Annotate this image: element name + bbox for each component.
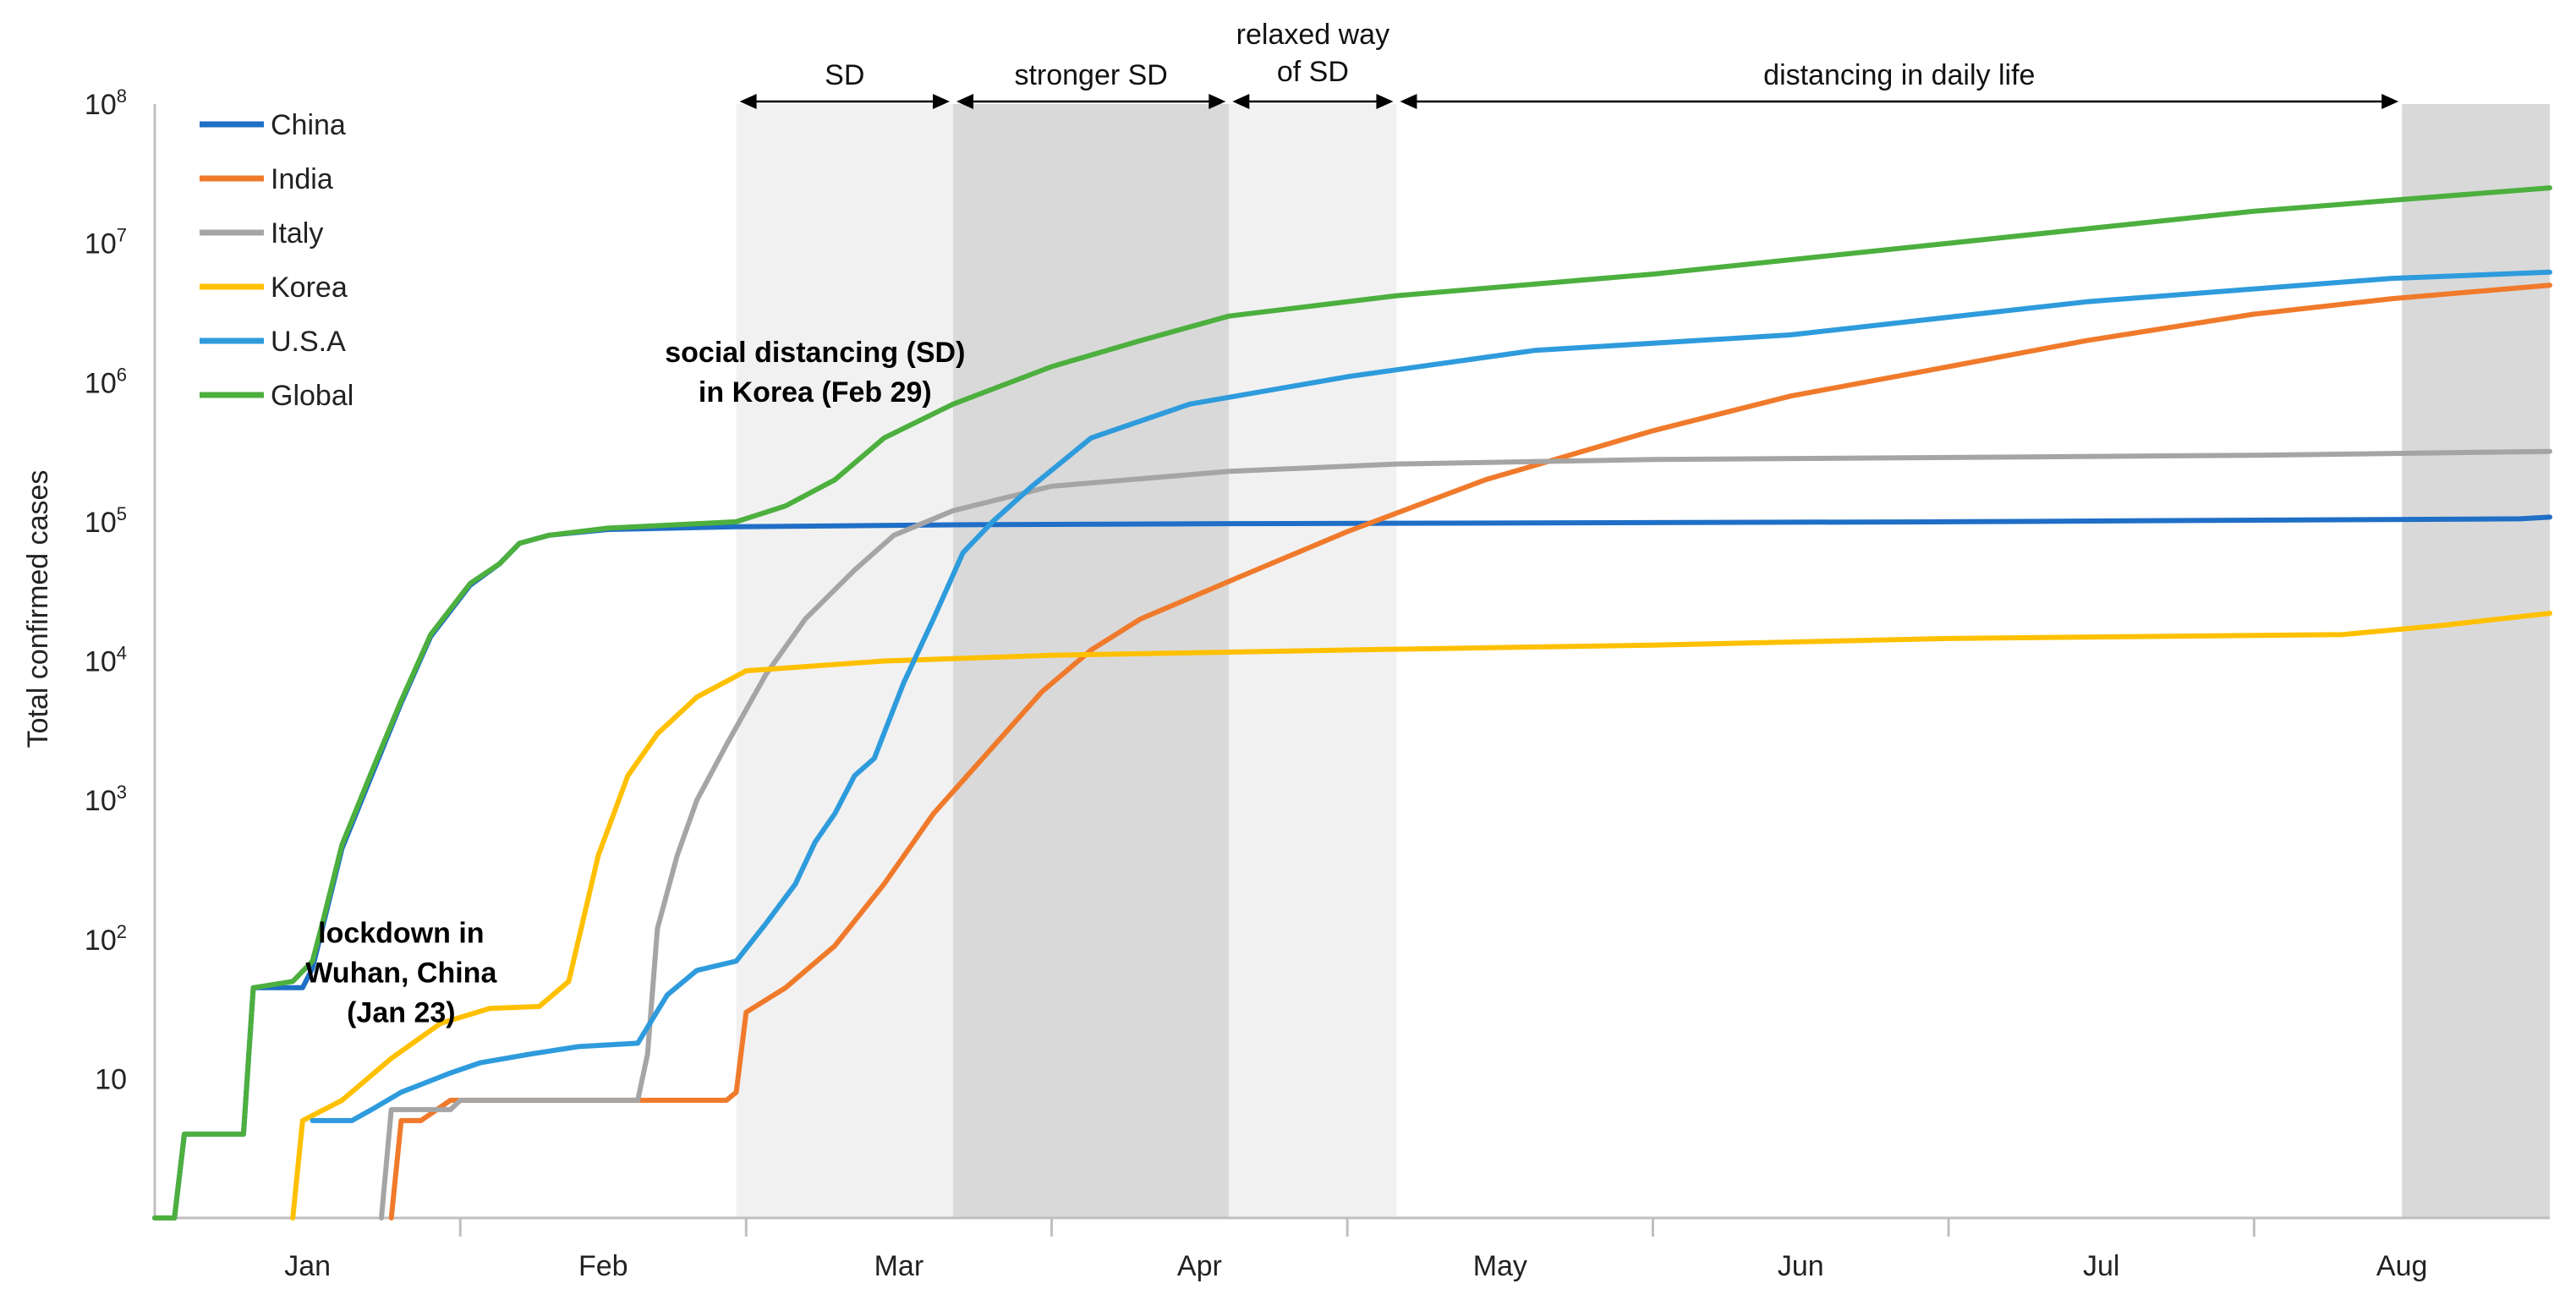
y-tick-label-1: 102: [85, 921, 127, 957]
legend-label-4: U.S.A: [271, 326, 346, 358]
series-line-korea: [290, 611, 2552, 1220]
series-line-italy: [379, 448, 2552, 1220]
series-line-u-s-a: [310, 269, 2552, 1123]
legend-label-3: Korea: [271, 272, 348, 304]
phase-label-2-1: of SD: [1277, 56, 1349, 88]
legend-label-1: India: [271, 163, 333, 195]
y-tick-label-5: 106: [85, 364, 127, 399]
phase-arrowhead-left-2: [1232, 94, 1250, 109]
phase-label-1: stronger SD: [1014, 59, 1167, 91]
y-tick-label-0: 10: [95, 1063, 127, 1095]
x-tick-label-Feb: Feb: [578, 1250, 628, 1282]
x-axis: Jan Feb Mar Apr May Jun Jul Aug: [155, 1216, 2550, 1282]
y-axis: 10 102 103 104 105 106 107 108: [85, 85, 156, 1218]
phase-shading: [736, 104, 2550, 1218]
y-tick-label-3: 104: [85, 643, 127, 678]
x-tick-label-May: May: [1473, 1250, 1527, 1282]
series-lines: [152, 185, 2552, 1220]
y-tick-label-7: 108: [85, 85, 127, 121]
phase-label-3: distancing in daily life: [1763, 59, 2035, 91]
annotations: social distancing (SD) in Korea (Feb 29) l…: [305, 337, 965, 1029]
x-tick-label-Jan: Jan: [284, 1250, 331, 1282]
y-tick-label-2: 103: [85, 782, 127, 817]
x-tick-label-Aug: Aug: [2376, 1250, 2428, 1282]
phase-arrowhead-right-0: [933, 94, 950, 109]
y-tick-label-4: 105: [85, 503, 127, 539]
phase-arrowhead-right-1: [1209, 94, 1226, 109]
annotation-1-line-2: (Jan 23): [347, 996, 456, 1029]
x-tick-label-Mar: Mar: [874, 1250, 924, 1282]
phase-arrowhead-left-3: [1400, 94, 1417, 109]
phase-shade-1: [953, 104, 1230, 1218]
phase-shade-2: [1229, 104, 1397, 1218]
x-tick-label-Jun: Jun: [1778, 1250, 1824, 1282]
phase-label-0: SD: [825, 59, 864, 91]
phase-arrowhead-left-0: [739, 94, 757, 109]
legend-label-2: Italy: [271, 217, 323, 250]
phase-arrowhead-left-1: [956, 94, 973, 109]
series-line-india: [388, 282, 2552, 1220]
legend-label-5: Global: [271, 380, 354, 412]
phase-labels: SD stronger SD relaxed way of SD distancing …: [739, 19, 2399, 109]
annotation-0-line-1: in Korea (Feb 29): [699, 376, 932, 409]
phase-arrowhead-right-3: [2381, 94, 2399, 109]
y-axis-label: Total confirmed cases: [22, 470, 54, 749]
x-tick-label-Apr: Apr: [1177, 1250, 1222, 1282]
x-tick-label-Jul: Jul: [2083, 1250, 2119, 1282]
annotation-1-line-1: Wuhan, China: [305, 957, 497, 989]
annotation-0-line-0: social distancing (SD): [665, 337, 965, 369]
y-tick-label-6: 107: [85, 225, 127, 261]
legend-label-0: China: [271, 109, 346, 141]
annotation-1-line-0: lockdown in: [318, 917, 484, 949]
series-line-global: [152, 185, 2552, 1220]
phase-label-2-0: relaxed way: [1236, 19, 1389, 51]
legend: China India Italy Korea U.S.A Global: [200, 109, 354, 412]
phase-arrowhead-right-2: [1376, 94, 1394, 109]
